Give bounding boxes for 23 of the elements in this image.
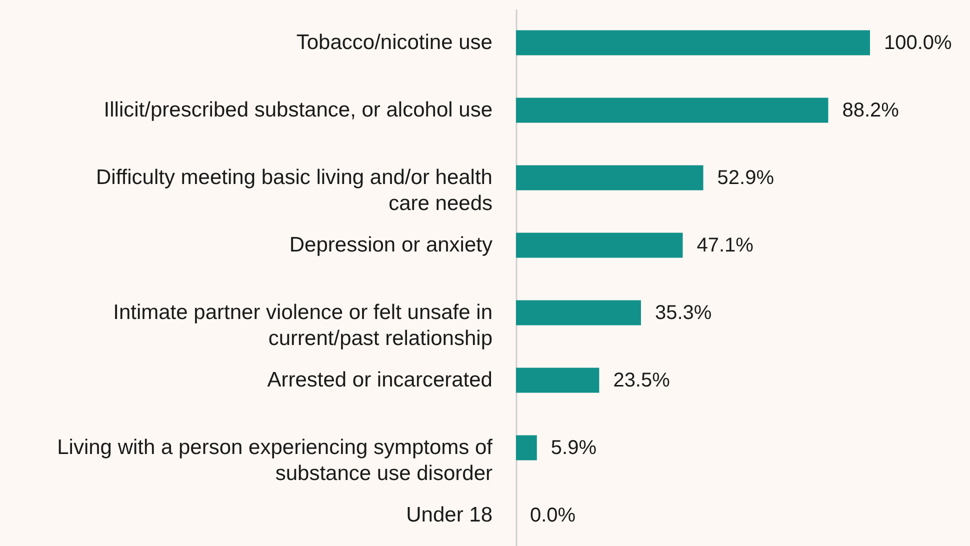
bar — [516, 368, 600, 393]
bar — [516, 30, 870, 56]
y-tick-label: Depression or anxiety — [289, 233, 493, 256]
bar — [516, 232, 683, 258]
data-label: 47.1% — [696, 234, 754, 256]
bar — [516, 165, 704, 190]
data-label: 0.0% — [530, 504, 576, 526]
data-label: 52.9% — [717, 166, 774, 189]
y-tick-label: Tobacco/nicotine use — [296, 30, 492, 54]
y-tick-label: Intimate partner violence or felt unsafe in current/past relationship — [113, 300, 492, 350]
data-label: 5.9% — [550, 436, 597, 459]
y-tick-label: Under 18 — [406, 503, 492, 526]
y-tick-label: Difficulty meeting basic living and/or health care needs — [96, 166, 492, 215]
data-label: 100.0% — [884, 32, 952, 54]
y-tick-label: Illicit/prescribed substance, or alcohol use — [104, 98, 492, 122]
bar — [516, 435, 537, 460]
bar — [516, 300, 641, 326]
data-label: 23.5% — [613, 369, 670, 392]
bar — [516, 98, 828, 123]
data-label: 88.2% — [842, 99, 900, 122]
y-tick-label: Arrested or incarcerated — [267, 368, 492, 392]
y-tick-label: Living with a person experiencing symptoms of substance use disorder — [57, 436, 493, 485]
data-label: 35.3% — [654, 302, 712, 324]
